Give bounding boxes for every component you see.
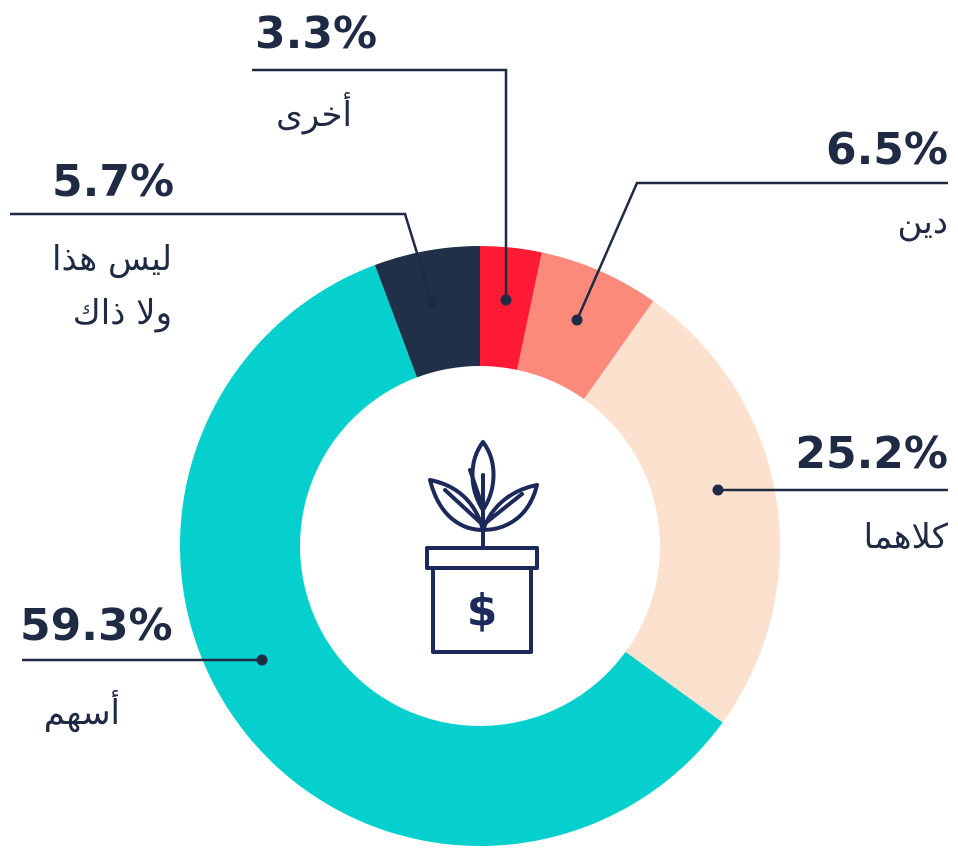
leader-line [575, 181, 948, 321]
plant-icon [425, 440, 539, 654]
value-label: 59.3% [20, 600, 173, 651]
dollar-sign: $ [467, 585, 498, 636]
category-label: أخرى [276, 95, 352, 135]
donut-segment [374, 246, 480, 378]
donut-segment [583, 301, 780, 723]
leader-dot [500, 294, 512, 306]
leader-line [252, 68, 508, 300]
category-label: أسهم [43, 693, 120, 733]
value-label: 3.3% [255, 8, 378, 59]
leader-dot [256, 654, 268, 666]
value-label: 6.5% [825, 124, 948, 175]
leader-dot [571, 314, 583, 326]
category-label: كلاهما [863, 517, 948, 557]
donut-segment [517, 252, 654, 400]
donut-segment [179, 265, 723, 847]
value-label: 25.2% [795, 428, 948, 479]
leader-line [10, 212, 434, 303]
leader-dot [426, 296, 438, 308]
leader-dot [712, 484, 724, 496]
category-label: ليس هذا ولا ذاك [52, 239, 172, 333]
category-label: دين [897, 202, 949, 242]
value-label: 5.7% [52, 156, 175, 207]
donut-segment [480, 246, 542, 370]
